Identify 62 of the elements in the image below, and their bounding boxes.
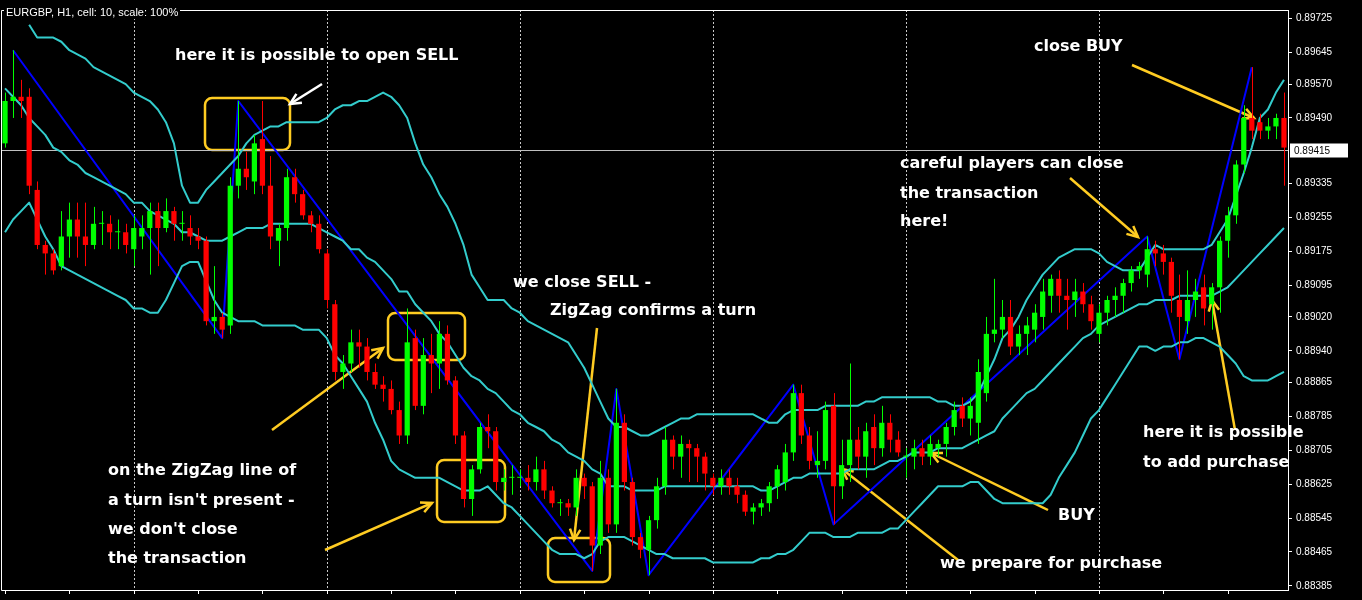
candlestick [565, 498, 571, 517]
annotation: here it is possible to open SELL [175, 45, 459, 65]
candlestick [903, 447, 909, 479]
candlestick [187, 214, 193, 246]
candlestick [171, 206, 177, 242]
y-tick-label: 0.89335 [1296, 177, 1333, 189]
candlestick [1088, 295, 1094, 331]
candlestick [1112, 286, 1118, 318]
y-tick-label: 0.89570 [1296, 77, 1333, 89]
candlestick [10, 49, 16, 119]
ref-line-label: 0.89415 [1294, 145, 1331, 157]
y-tick-label: 0.88940 [1296, 344, 1333, 356]
candlestick [364, 337, 370, 381]
candlestick [195, 227, 201, 250]
candlestick [1265, 117, 1271, 140]
y-tick-label: 0.89175 [1296, 245, 1333, 257]
candlestick [1096, 303, 1102, 343]
candlestick [348, 329, 354, 373]
candlestick [935, 439, 941, 458]
candlestick [380, 375, 386, 403]
candlestick [1120, 278, 1126, 314]
y-tick-label: 0.88545 [1296, 511, 1333, 523]
y-tick-label: 0.89645 [1296, 46, 1333, 58]
candlestick [549, 485, 555, 508]
y-tick-label: 0.88465 [1296, 545, 1333, 557]
candlestick [750, 502, 756, 525]
candlestick [163, 197, 169, 233]
candlestick [372, 363, 378, 390]
annotation: BUY [1058, 505, 1095, 525]
chart-title: EURGBP, H1, cell: 10, scale: 100% [4, 6, 181, 19]
y-tick-label: 0.88785 [1296, 410, 1333, 422]
candlestick [179, 210, 185, 242]
y-tick-label: 0.89020 [1296, 310, 1333, 322]
candlestick [911, 439, 917, 470]
candlestick [1104, 295, 1110, 326]
candlestick [734, 477, 740, 504]
candlestick [742, 490, 748, 517]
candlestick [541, 460, 547, 500]
annotation: on the ZigZag line of a turn isn't present - we don't close the transaction [108, 460, 297, 568]
y-tick-label: 0.88865 [1296, 376, 1333, 388]
candlestick [356, 329, 362, 369]
candlestick [726, 468, 732, 496]
candlestick [1281, 92, 1287, 187]
candlestick [557, 498, 563, 517]
annotation: we prepare for purchase [940, 553, 1163, 573]
candlestick [18, 79, 24, 119]
y-tick-label: 0.89490 [1296, 111, 1333, 123]
candlestick [2, 92, 8, 149]
annotation: careful players can close the transaction here! [900, 153, 1124, 231]
candlestick [927, 434, 933, 466]
y-tick-label: 0.89255 [1296, 211, 1333, 223]
y-tick-label: 0.88385 [1296, 579, 1333, 591]
candlestick [919, 439, 925, 466]
y-tick-label: 0.88705 [1296, 444, 1333, 456]
y-tick-label: 0.89095 [1296, 278, 1333, 290]
y-tick-label: 0.89725 [1296, 12, 1333, 24]
candlestick [533, 456, 539, 492]
annotation: close BUY [1034, 36, 1123, 56]
candlestick [718, 468, 724, 496]
y-tick-label: 0.88625 [1296, 477, 1333, 489]
annotation: we close SELL - ZigZag confirms a turn [513, 272, 757, 320]
candlestick [1273, 113, 1279, 140]
